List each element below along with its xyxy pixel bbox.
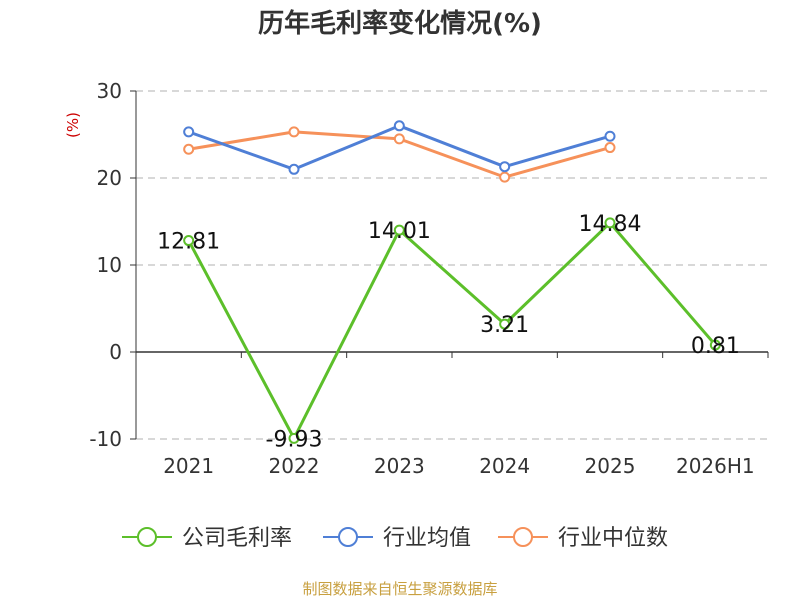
data-point — [393, 120, 405, 132]
series-lines — [183, 120, 721, 444]
data-point — [709, 339, 721, 351]
y-tick-label: 10 — [97, 253, 122, 277]
data-labels: 12.81 -9.93 14.01 3.21 14.84 0.81 — [157, 212, 740, 452]
data-point — [183, 143, 195, 155]
chart-title: 历年毛利率变化情况(%) — [258, 9, 542, 39]
data-point — [393, 133, 405, 145]
data-point — [499, 318, 511, 330]
legend-label: 行业中位数 — [558, 526, 668, 551]
x-tick-label: 2023 — [374, 454, 425, 478]
data-point — [288, 126, 300, 138]
data-point — [183, 126, 195, 138]
data-point — [604, 217, 616, 229]
x-tick-label: 2025 — [585, 454, 636, 478]
data-point — [604, 142, 616, 154]
data-label: 3.21 — [480, 313, 529, 338]
legend-label: 行业均值 — [383, 526, 471, 551]
y-tick-label: 20 — [97, 166, 122, 190]
data-point — [499, 161, 511, 173]
grid-lines — [136, 90, 768, 440]
legend: 公司毛利率 行业均值 行业中位数 — [122, 526, 668, 551]
data-label: 14.84 — [579, 212, 642, 237]
x-tick-label: 2026H1 — [676, 454, 755, 478]
y-axis-label: (%) — [64, 112, 82, 138]
data-point — [499, 171, 511, 183]
data-point — [183, 235, 195, 247]
x-tick-label: 2024 — [479, 454, 530, 478]
legend-label: 公司毛利率 — [182, 526, 292, 551]
y-tick-label: -10 — [89, 427, 122, 451]
legend-marker — [338, 527, 358, 547]
data-label: 12.81 — [157, 230, 220, 255]
axes: -10 0 10 20 30 2021 2022 2023 2024 2025 2026H1 (%) — [64, 79, 769, 478]
data-point — [604, 130, 616, 142]
legend-marker — [137, 527, 157, 547]
data-point — [288, 432, 300, 444]
x-tick-label: 2022 — [269, 454, 320, 478]
data-label: 0.81 — [691, 334, 740, 359]
data-point — [288, 163, 300, 175]
source-note: 制图数据来自恒生聚源数据库 — [302, 580, 498, 598]
data-label: 14.01 — [368, 219, 431, 244]
data-point — [393, 224, 405, 236]
y-tick-label: 0 — [109, 340, 122, 364]
x-tick-label: 2021 — [163, 454, 214, 478]
legend-marker — [513, 527, 533, 547]
data-label: -9.93 — [266, 427, 323, 452]
series-line — [187, 221, 717, 440]
y-tick-label: 30 — [97, 79, 122, 103]
series-line — [188, 124, 611, 171]
